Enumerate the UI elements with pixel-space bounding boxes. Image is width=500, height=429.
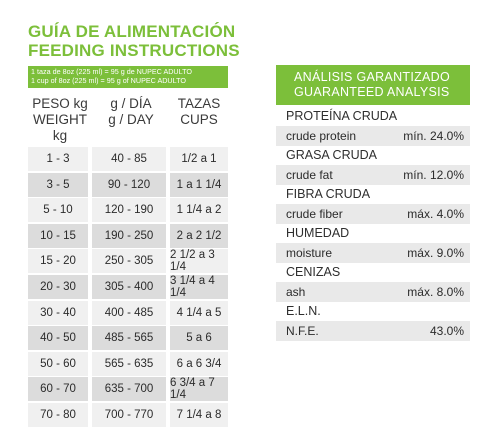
analysis-label: HUMEDAD	[286, 226, 350, 241]
guaranteed-analysis: ANÁLISIS GARANTIZADO GUARANTEED ANALYSIS…	[276, 65, 470, 341]
analysis-label: FIBRA CRUDA	[286, 187, 371, 202]
serving-note-en: 1 cup of 8oz (225 ml) = 95 g of NUPEC AD…	[31, 75, 186, 85]
header-cups: TAZAS CUPS	[170, 96, 228, 144]
analysis-row: crude fiber máx. 4.0%	[276, 204, 470, 224]
cell-weight: 5 - 10	[28, 198, 88, 223]
cell-cups: 3 1/4 a 4 1/4	[170, 274, 228, 299]
header-weight-es: PESO kg	[32, 96, 88, 111]
analysis-name: moisture	[286, 245, 333, 260]
header-cups-es: TAZAS	[177, 96, 221, 111]
analysis-name: N.F.E.	[286, 323, 319, 338]
cell-cups: 7 1/4 a 8	[170, 402, 228, 427]
cell-weight: 3 - 5	[28, 172, 88, 197]
feeding-table: 1 - 3 40 - 85 1/2 a 1 3 - 5 90 - 120 1 a…	[28, 147, 228, 427]
table-header: PESO kg WEIGHT kg g / DÍA g / DAY TAZAS …	[28, 96, 228, 144]
cell-grams: 400 - 485	[92, 300, 166, 325]
analysis-value: 43.0%	[429, 323, 464, 338]
cell-weight: 20 - 30	[28, 274, 88, 299]
analysis-row: N.F.E. 43.0%	[276, 321, 470, 341]
header-grams-es: g / DÍA	[110, 96, 152, 111]
cell-weight: 10 - 15	[28, 223, 88, 248]
analysis-label: CENIZAS	[286, 265, 341, 280]
cell-grams: 190 - 250	[92, 223, 166, 248]
cell-cups: 2 1/2 a 3 1/4	[170, 249, 228, 274]
table-row: 50 - 60 565 - 635 6 a 6 3/4	[28, 351, 228, 376]
analysis-value: máx. 4.0%	[407, 206, 464, 221]
cell-grams: 40 - 85	[92, 147, 166, 171]
header-weight: PESO kg WEIGHT kg	[28, 96, 92, 144]
cell-cups: 4 1/4 a 5	[170, 300, 228, 325]
table-row: 60 - 70 635 - 700 6 3/4 a 7 1/4	[28, 377, 228, 402]
analysis-name: crude fat	[286, 167, 333, 182]
analysis-header: ANÁLISIS GARANTIZADO GUARANTEED ANALYSIS	[276, 65, 470, 105]
header-cups-en: CUPS	[180, 112, 218, 127]
header-weight-en: WEIGHT kg	[33, 112, 87, 143]
cell-grams: 565 - 635	[92, 351, 166, 376]
analysis-name: ash	[286, 284, 306, 299]
cell-weight: 50 - 60	[28, 351, 88, 376]
analysis-label: E.L.N.	[286, 304, 321, 319]
table-row: 10 - 15 190 - 250 2 a 2 1/2	[28, 223, 228, 248]
cell-weight: 1 - 3	[28, 147, 88, 171]
title-english: FEEDING INSTRUCTIONS	[28, 41, 240, 60]
cell-cups: 6 a 6 3/4	[170, 351, 228, 376]
analysis-value: máx. 9.0%	[407, 245, 464, 260]
table-row: 70 - 80 700 - 770 7 1/4 a 8	[28, 402, 228, 427]
analysis-value: mín. 12.0%	[403, 167, 464, 182]
cell-cups: 6 3/4 a 7 1/4	[170, 377, 228, 402]
cell-grams: 250 - 305	[92, 249, 166, 274]
table-row: 1 - 3 40 - 85 1/2 a 1	[28, 147, 228, 171]
cell-cups: 1 a 1 1/4	[170, 172, 228, 197]
table-row: 5 - 10 120 - 190 1 1/4 a 2	[28, 198, 228, 223]
cell-cups: 5 a 6	[170, 326, 228, 351]
header-grams-en: g / DAY	[108, 112, 154, 127]
feeding-guide: GUÍA DE ALIMENTACIÓN FEEDING INSTRUCTION…	[28, 22, 240, 429]
cell-grams: 305 - 400	[92, 274, 166, 299]
analysis-value: mín. 24.0%	[403, 128, 464, 143]
cell-cups: 1/2 a 1	[170, 147, 228, 171]
cell-cups: 2 a 2 1/2	[170, 223, 228, 248]
analysis-label: GRASA CRUDA	[286, 148, 377, 163]
cell-weight: 15 - 20	[28, 249, 88, 274]
title-spanish: GUÍA DE ALIMENTACIÓN	[28, 22, 236, 41]
table-row: 20 - 30 305 - 400 3 1/4 a 4 1/4	[28, 274, 228, 299]
cell-weight: 60 - 70	[28, 377, 88, 402]
analysis-name: crude protein	[286, 128, 357, 143]
analysis-row: ash máx. 8.0%	[276, 282, 470, 302]
analysis-row: crude protein mín. 24.0%	[276, 126, 470, 146]
header-grams: g / DÍA g / DAY	[92, 96, 170, 144]
analysis-label: PROTEÍNA CRUDA	[286, 109, 398, 124]
serving-note: 1 taza de 8oz (225 ml) = 95 g de NUPEC A…	[28, 66, 228, 88]
analysis-value: máx. 8.0%	[407, 284, 464, 299]
table-row: 3 - 5 90 - 120 1 a 1 1/4	[28, 172, 228, 197]
serving-note-es: 1 taza de 8oz (225 ml) = 95 g de NUPEC A…	[31, 67, 192, 76]
analysis-row: crude fat mín. 12.0%	[276, 165, 470, 185]
table-row: 40 - 50 485 - 565 5 a 6	[28, 326, 228, 351]
cell-grams: 635 - 700	[92, 377, 166, 402]
table-row: 15 - 20 250 - 305 2 1/2 a 3 1/4	[28, 249, 228, 274]
cell-grams: 90 - 120	[92, 172, 166, 197]
analysis-title-en: GUARANTEED ANALYSIS	[294, 85, 450, 99]
cell-weight: 70 - 80	[28, 402, 88, 427]
cell-weight: 30 - 40	[28, 300, 88, 325]
analysis-name: crude fiber	[286, 206, 343, 221]
analysis-row: moisture máx. 9.0%	[276, 243, 470, 263]
cell-grams: 700 - 770	[92, 402, 166, 427]
table-row: 30 - 40 400 - 485 4 1/4 a 5	[28, 300, 228, 325]
cell-weight: 40 - 50	[28, 326, 88, 351]
cell-grams: 485 - 565	[92, 326, 166, 351]
cell-grams: 120 - 190	[92, 198, 166, 223]
cell-cups: 1 1/4 a 2	[170, 198, 228, 223]
analysis-title-es: ANÁLISIS GARANTIZADO	[294, 70, 451, 84]
